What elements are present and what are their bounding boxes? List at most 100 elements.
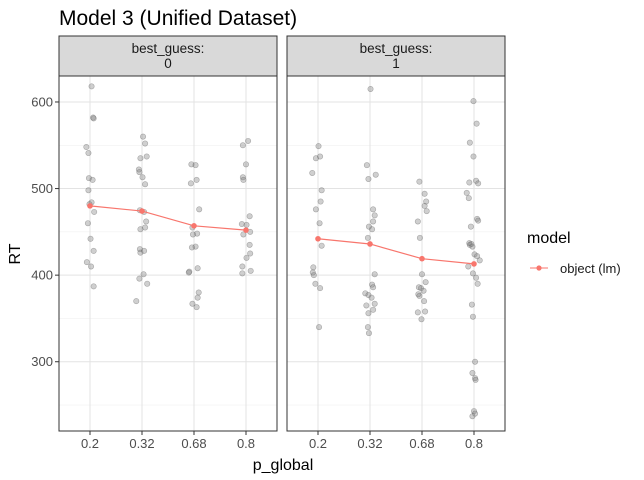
x-tick-label: 0.68 (181, 436, 206, 451)
data-point (136, 169, 143, 176)
legend-key-point (536, 265, 542, 271)
data-point (243, 161, 250, 168)
legend-title: model (527, 230, 571, 247)
data-point (317, 285, 324, 292)
panel-border (286, 75, 506, 432)
data-point (365, 223, 372, 230)
data-point (140, 271, 147, 278)
data-point (470, 153, 477, 160)
data-point (85, 187, 92, 194)
data-point (473, 120, 480, 127)
data-point (243, 254, 250, 261)
data-point (317, 153, 324, 160)
data-point (310, 272, 317, 279)
data-point (363, 162, 370, 169)
data-point (309, 269, 316, 276)
x-tick-label: 0.2 (309, 436, 327, 451)
data-point (466, 241, 473, 248)
data-point (467, 223, 474, 230)
data-point (365, 292, 372, 299)
model-point (191, 222, 197, 229)
data-point (416, 234, 423, 241)
panel-background (59, 76, 277, 431)
data-point (240, 231, 247, 238)
facet-strip (286, 35, 506, 77)
data-point (315, 143, 322, 150)
data-point (83, 259, 90, 266)
panel-border (58, 75, 278, 432)
data-point (85, 175, 92, 182)
data-point (422, 279, 429, 286)
data-point (421, 202, 428, 209)
data-point (416, 178, 423, 185)
data-point (473, 274, 480, 281)
data-point (472, 358, 479, 365)
data-point (188, 244, 195, 251)
x-tick-label: 0.8 (237, 436, 255, 451)
data-point (318, 242, 325, 249)
data-point (370, 284, 377, 291)
data-point (90, 283, 97, 290)
data-point (194, 230, 201, 237)
x-tick-label: 0.32 (129, 436, 154, 451)
data-point (472, 375, 479, 382)
model-point (139, 208, 145, 214)
model-point (419, 255, 425, 262)
data-point (193, 304, 200, 311)
data-point (140, 133, 147, 140)
data-point (473, 177, 480, 184)
data-point (186, 268, 193, 275)
data-point (192, 162, 199, 169)
panel-background (287, 76, 505, 431)
data-point (310, 264, 317, 271)
x-tick-label: 0.32 (357, 436, 382, 451)
data-point (420, 287, 427, 294)
data-point (88, 263, 95, 270)
legend-label: object (lm) (560, 261, 621, 276)
data-point (142, 181, 149, 188)
data-point (196, 206, 203, 213)
data-point (371, 271, 378, 278)
data-point (470, 408, 477, 415)
data-point (469, 243, 476, 250)
data-point (415, 284, 422, 291)
data-point (417, 285, 424, 292)
legend: model object (lm) (527, 230, 621, 276)
data-point (318, 187, 325, 194)
facet-strip-label: 1 (392, 56, 400, 71)
facet-strip-label: best_guess: (132, 41, 205, 56)
y-tick-label: 500 (31, 181, 53, 196)
data-point (365, 330, 372, 337)
data-point (362, 290, 369, 297)
data-point (474, 280, 481, 287)
data-point (415, 291, 422, 298)
data-point (418, 271, 425, 278)
data-point (88, 83, 95, 90)
data-point (83, 144, 90, 151)
data-point (466, 139, 473, 146)
data-point (316, 220, 323, 227)
data-point (142, 224, 149, 231)
data-point (474, 215, 481, 222)
data-point (370, 218, 377, 225)
data-point (468, 301, 475, 308)
data-point (309, 169, 316, 176)
data-point (142, 140, 149, 147)
data-point (238, 221, 245, 228)
data-point (195, 289, 202, 296)
data-point (471, 251, 478, 258)
data-point (141, 247, 148, 254)
data-point (312, 155, 319, 162)
data-point (312, 206, 319, 213)
data-point (90, 115, 97, 122)
data-point (371, 212, 378, 219)
data-point (245, 137, 252, 144)
data-point (363, 302, 370, 309)
data-point (317, 198, 324, 205)
data-point (139, 174, 146, 181)
model-line (89, 205, 247, 231)
y-tick-label: 600 (31, 94, 53, 109)
data-point (463, 189, 470, 196)
